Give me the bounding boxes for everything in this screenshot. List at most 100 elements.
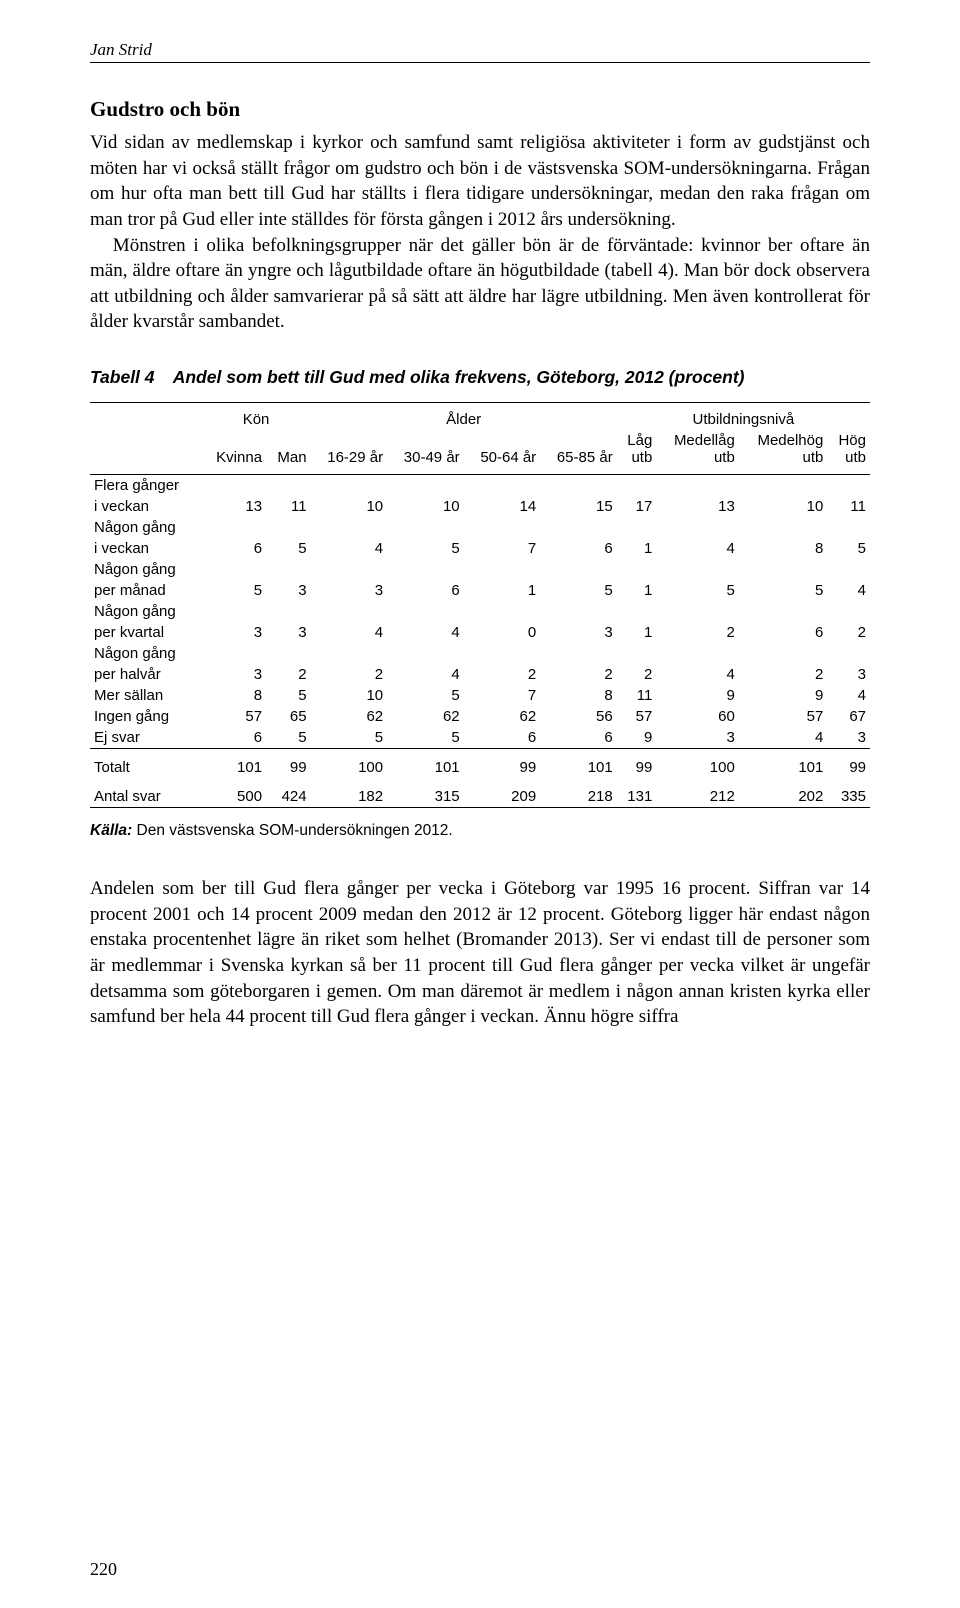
cell: 62 <box>311 706 388 727</box>
cell: 100 <box>656 749 739 779</box>
section-heading: Gudstro och bön <box>90 97 870 122</box>
row-label: Någon gång <box>90 517 202 538</box>
paragraph-1: Vid sidan av medlemskap i kyrkor och sam… <box>90 130 870 335</box>
table-row: per kvartal 3344031262 <box>90 622 870 643</box>
cell: 5 <box>266 538 311 559</box>
cell: 57 <box>739 706 828 727</box>
cell: 5 <box>266 727 311 749</box>
cell: 2 <box>656 622 739 643</box>
cell: 202 <box>739 778 828 808</box>
head-rule <box>90 62 870 63</box>
col-65-85: 65-85 år <box>540 430 617 475</box>
cell: 2 <box>617 664 657 685</box>
cell: 500 <box>202 778 267 808</box>
table-row: Någon gång <box>90 601 870 622</box>
table-antal-row: Antal svar 50042418231520921813121220233… <box>90 778 870 808</box>
row-label: Totalt <box>90 749 202 779</box>
cell: 10 <box>387 496 464 517</box>
table-row: Ej svar 6555669343 <box>90 727 870 749</box>
col-lag: Lågutb <box>617 430 657 475</box>
cell: 4 <box>827 685 870 706</box>
cell: 14 <box>464 496 541 517</box>
col-hog: Högutb <box>827 430 870 475</box>
cell: 8 <box>739 538 828 559</box>
cell: 5 <box>827 538 870 559</box>
group-header-utbildning: Utbildningsnivå <box>617 403 870 431</box>
row-label: Någon gång <box>90 643 202 664</box>
cell: 6 <box>739 622 828 643</box>
group-header-alder: Ålder <box>311 403 617 431</box>
cell: 3 <box>827 664 870 685</box>
cell: 10 <box>311 685 388 706</box>
page: Jan Strid Gudstro och bön Vid sidan av m… <box>0 0 960 1608</box>
cell: 99 <box>464 749 541 779</box>
cell: 9 <box>617 727 657 749</box>
cell: 101 <box>540 749 617 779</box>
cell: 1 <box>617 538 657 559</box>
cell: 5 <box>387 538 464 559</box>
cell: 3 <box>266 580 311 601</box>
table-group-header-row: Kön Ålder Utbildningsnivå <box>90 403 870 431</box>
row-label: i veckan <box>90 538 202 559</box>
cell: 5 <box>739 580 828 601</box>
cell: 6 <box>540 727 617 749</box>
cell: 218 <box>540 778 617 808</box>
cell: 5 <box>656 580 739 601</box>
cell: 6 <box>387 580 464 601</box>
table-row: i veckan 13111010141517131011 <box>90 496 870 517</box>
table-row: Någon gång <box>90 643 870 664</box>
para1-text: Vid sidan av medlemskap i kyrkor och sam… <box>90 132 870 230</box>
cell: 17 <box>617 496 657 517</box>
table-row: Mer sällan 851057811994 <box>90 685 870 706</box>
table-row: i veckan 6545761485 <box>90 538 870 559</box>
cell: 5 <box>266 685 311 706</box>
col-medellag: Medellågutb <box>656 430 739 475</box>
cell: 4 <box>656 538 739 559</box>
cell: 3 <box>202 664 267 685</box>
cell: 4 <box>387 622 464 643</box>
table-row: per halvår 3224222423 <box>90 664 870 685</box>
table-caption: Tabell 4 Andel som bett till Gud med oli… <box>90 367 870 388</box>
cell: 2 <box>266 664 311 685</box>
cell: 2 <box>464 664 541 685</box>
cell: 3 <box>311 580 388 601</box>
cell: 6 <box>464 727 541 749</box>
source-label: Källa: <box>90 822 132 839</box>
cell: 99 <box>827 749 870 779</box>
cell: 7 <box>464 538 541 559</box>
row-label: Ej svar <box>90 727 202 749</box>
row-label: Antal svar <box>90 778 202 808</box>
cell: 62 <box>464 706 541 727</box>
cell: 3 <box>266 622 311 643</box>
cell: 2 <box>827 622 870 643</box>
cell: 3 <box>656 727 739 749</box>
table-label: Tabell 4 <box>90 367 155 387</box>
cell: 0 <box>464 622 541 643</box>
cell: 5 <box>311 727 388 749</box>
cell: 57 <box>202 706 267 727</box>
row-label: per kvartal <box>90 622 202 643</box>
cell: 9 <box>739 685 828 706</box>
cell: 5 <box>202 580 267 601</box>
table-row: Ingen gång 57656262625657605767 <box>90 706 870 727</box>
table-row: Flera gånger <box>90 475 870 497</box>
para2-text: Mönstren i olika befolkningsgrupper när … <box>90 235 870 333</box>
cell: 212 <box>656 778 739 808</box>
data-table: Kön Ålder Utbildningsnivå Kvinna Man 16-… <box>90 402 870 808</box>
cell: 6 <box>202 727 267 749</box>
cell: 209 <box>464 778 541 808</box>
cell: 2 <box>540 664 617 685</box>
cell: 15 <box>540 496 617 517</box>
table-row: Någon gång <box>90 559 870 580</box>
cell: 4 <box>387 664 464 685</box>
col-man: Man <box>266 430 311 475</box>
page-number: 220 <box>90 1559 117 1580</box>
cell: 335 <box>827 778 870 808</box>
cell: 10 <box>311 496 388 517</box>
cell: 11 <box>266 496 311 517</box>
cell: 56 <box>540 706 617 727</box>
cell: 4 <box>311 538 388 559</box>
cell: 57 <box>617 706 657 727</box>
table-row: Någon gång <box>90 517 870 538</box>
cell: 424 <box>266 778 311 808</box>
